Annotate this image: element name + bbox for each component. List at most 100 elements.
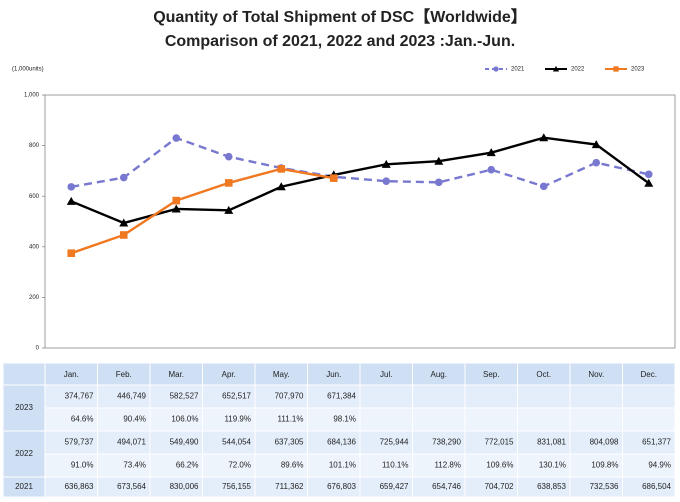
table-cell-text: 549,490 <box>170 438 199 447</box>
y-tick-label: 800 <box>29 143 40 149</box>
plot-frame <box>44 94 676 349</box>
table-cell-text: 651,377 <box>642 438 671 447</box>
table-cell-text: 91.0% <box>71 461 94 470</box>
legend-marker <box>613 66 619 72</box>
y-tick-label: 1,000 <box>24 93 40 99</box>
table-cell-text: 101.1% <box>329 461 356 470</box>
data-point <box>172 134 181 142</box>
table-row-label: 2021 <box>15 482 33 491</box>
table-cell-text: 711,362 <box>275 482 304 491</box>
data-point <box>487 165 496 174</box>
data-point <box>592 158 601 167</box>
table-cell-text: 130.1% <box>539 461 566 470</box>
table-cell-text: 119.9% <box>224 415 251 424</box>
table-cell-text: 686,504 <box>642 482 671 491</box>
table-cell-text: 756,155 <box>222 482 251 491</box>
table-cell-text: 544,054 <box>222 438 251 447</box>
table-cell-text: 374,767 <box>65 392 94 401</box>
table-cell-text: 109.6% <box>486 461 513 470</box>
chart-title: Quantity of Total Shipment of DSC【Worldw… <box>153 8 527 26</box>
table-cell-text: 707,970 <box>275 392 304 401</box>
y-axis-label: (1,000units) <box>12 67 44 73</box>
table-cell-text: 94.9% <box>648 461 671 470</box>
table-cell-text: 732,536 <box>590 482 619 491</box>
table-column-label: Jan. <box>64 370 79 379</box>
table-cell <box>622 476 676 498</box>
table-cell-text: 66.2% <box>176 461 199 470</box>
legend-label: 2022 <box>571 67 585 73</box>
y-tick-label: 600 <box>29 194 40 200</box>
table-cell <box>569 384 623 409</box>
data-point <box>67 183 76 191</box>
chart-title: Comparison of 2021, 2022 and 2023 :Jan.-… <box>165 33 515 50</box>
legend-label: 2023 <box>631 67 645 73</box>
data-point <box>224 205 234 214</box>
data-point <box>434 178 443 187</box>
data-point <box>224 152 233 161</box>
table-cell-text: 110.1% <box>382 461 409 470</box>
data-point <box>277 165 286 173</box>
data-point <box>644 178 654 187</box>
table-cell-text: 111.1% <box>278 415 304 424</box>
y-tick-label: 200 <box>29 295 40 301</box>
data-point <box>329 174 338 182</box>
table-cell-text: 494,071 <box>117 438 146 447</box>
table-column-label: Aug. <box>431 370 447 379</box>
table-column-label: Jun. <box>326 370 341 379</box>
data-point <box>381 159 391 168</box>
table-row-header <box>2 384 46 432</box>
table-cell <box>622 384 676 409</box>
table-cell-text: 72.0% <box>228 461 251 470</box>
data-point <box>66 196 76 205</box>
table-cell <box>517 407 571 432</box>
legend-marker <box>552 65 560 72</box>
table-cell-text: 579,737 <box>65 438 94 447</box>
table-cell-text: 446,749 <box>117 392 146 401</box>
table-cell <box>464 407 518 432</box>
y-tick-label: 400 <box>29 244 40 250</box>
data-point <box>119 218 129 227</box>
table-column-label: Feb. <box>116 370 132 379</box>
table-row-label: 2023 <box>15 403 33 412</box>
table-cell <box>517 384 571 409</box>
data-point <box>67 249 76 257</box>
table-cell-text: 659,427 <box>380 482 409 491</box>
data-point <box>171 204 181 213</box>
table-cell-text: 89.6% <box>281 461 304 470</box>
table-cell-text: 684,136 <box>327 438 356 447</box>
series-line <box>71 136 650 189</box>
data-point <box>119 173 128 182</box>
table-cell-text: 830,006 <box>170 482 199 491</box>
table-cell <box>412 384 466 409</box>
table-cell <box>464 384 518 409</box>
table-column-label: Nov. <box>588 370 604 379</box>
data-point <box>382 177 391 185</box>
table-row-header <box>2 430 46 478</box>
table-column-label: Sep. <box>483 370 499 379</box>
table-cell <box>359 384 413 409</box>
table-cell-text: 98.1% <box>333 415 356 424</box>
table-row-label: 2022 <box>15 449 33 458</box>
data-point <box>119 231 128 239</box>
table-cell-text: 725,944 <box>380 438 409 447</box>
table-cell-text: 73.4% <box>123 461 146 470</box>
table-cell-text: 772,015 <box>485 438 514 447</box>
table-header-cell <box>2 362 46 386</box>
series-line <box>70 167 334 255</box>
data-point <box>591 140 601 149</box>
table-cell-text: 64.6% <box>71 415 94 424</box>
table-cell-text: 654,746 <box>432 482 461 491</box>
table-cell-text: 673,564 <box>117 482 146 491</box>
data-point <box>434 156 444 165</box>
table-cell-text: 106.0% <box>171 415 198 424</box>
table-cell-text: 582,527 <box>170 392 199 401</box>
table-cell-text: 637,305 <box>275 438 304 447</box>
table-column-label: Dec. <box>641 370 657 379</box>
data-point <box>172 196 181 205</box>
y-tick-label: 0 <box>36 346 40 352</box>
table-cell-text: 676,803 <box>327 482 356 491</box>
table-cell-text: 652,517 <box>222 392 251 401</box>
data-point <box>224 179 233 187</box>
table-column-label: Jul. <box>380 370 392 379</box>
table-cell-text: 738,290 <box>432 438 461 447</box>
